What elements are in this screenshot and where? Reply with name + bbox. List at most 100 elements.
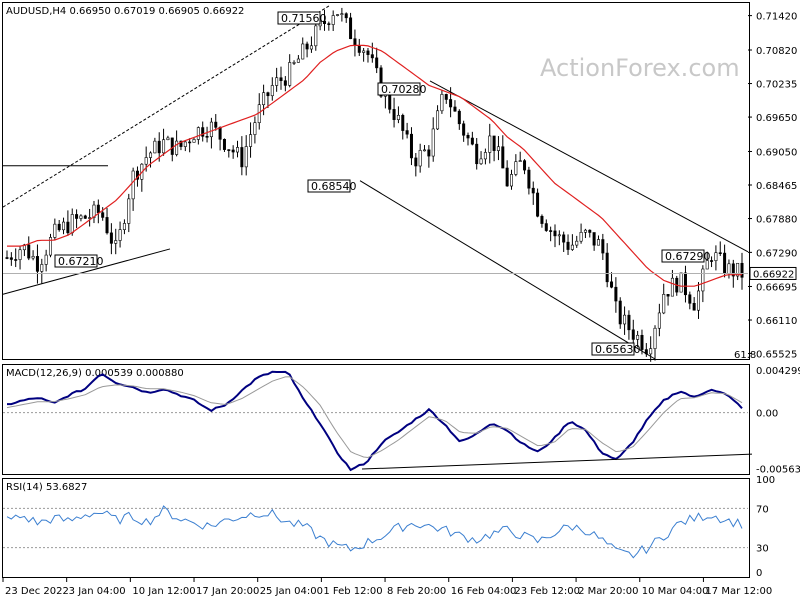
candle-body [583,229,587,233]
candle-body [283,80,287,86]
candle-body [48,237,52,256]
price-tick-label: 0.67880 [756,215,797,226]
candle-body [175,140,179,155]
candle-body [292,62,296,64]
price-tick-label: 0.65525 [756,350,797,361]
candle-body [275,77,279,86]
candle-body [723,252,727,274]
time-tick-label: 17 Jan 20:00 [196,586,259,597]
price-tick-label: 0.67290 [756,248,797,259]
level-labels: 0.71560 0.70280 0.68540 0.67210 0.67290 0.656… [54,11,711,356]
candle-body [610,281,614,288]
candle-body [640,334,644,350]
candle-body [314,25,318,47]
moving-average [7,44,742,287]
candle-body [166,137,170,141]
candle-body [101,212,105,218]
candle-body [218,127,222,140]
candle-body [592,232,596,246]
candle-body [262,92,266,106]
candle-body [114,240,118,244]
candle-body [344,13,348,19]
candle-body [266,92,270,97]
candle-body [683,272,687,296]
candle-body [588,229,592,233]
candle-body [96,204,100,213]
candle-body [631,329,635,340]
candle-body [288,62,292,86]
candle-body [570,244,574,250]
dashed-channel-line [2,4,331,208]
candle-body [688,294,692,304]
candle-body [392,109,396,120]
candle-body [714,252,718,261]
candle-body [470,137,474,145]
falling-channel-top [429,80,749,253]
price-axis: 0.71420 0.70820 0.70235 0.69650 0.69050 0.684… [3,12,797,361]
candle-body [157,140,161,154]
candle-body [118,229,122,241]
candle-body [636,334,640,340]
level-box [377,82,421,96]
macd-plot [3,370,753,472]
candle-body [353,38,357,47]
candle-body [462,123,466,136]
candle-body [131,170,135,200]
candle-body [240,147,244,168]
price-candles [5,7,744,362]
level-label: 0.70280 [381,83,427,96]
candle-body [523,160,527,171]
candle-body [296,58,300,63]
candle-body [370,54,374,59]
rsi-tick-label: 70 [756,504,769,515]
candle-body [105,217,109,234]
candle-body [396,115,400,120]
candle-body [70,214,74,234]
time-axis: 23 Dec 2022 3 Jan 04:00 10 Jan 12:00 17 Jan… [2,578,772,597]
candle-body [436,110,440,130]
candle-body [605,252,609,283]
candle-body [540,215,544,224]
candle-body [697,290,701,311]
candle-body [127,198,131,224]
time-tick-label: 10 Mar 04:00 [642,586,709,597]
time-tick-label: 23 Dec 2022 [5,586,69,597]
time-tick-label: 1 Feb 12:00 [323,586,382,597]
candle-body [601,239,605,254]
candle-body [627,314,631,331]
macd-tick-label: 0.004299 [756,366,800,377]
macd-tick-label: -0.005636 [756,464,800,475]
candle-body [270,85,274,97]
candle-body [349,17,353,40]
candle-body [662,294,666,314]
candle-body [305,43,309,50]
candle-body [44,254,48,265]
macd-axis: 0.004299 0.00 -0.005636 [756,366,800,475]
candle-body [479,158,483,165]
level-label: 0.65630 [595,343,641,356]
candle-body [88,217,92,219]
candle-body [579,232,583,242]
rsi-axis: 100 70 30 0 [756,475,775,579]
candle-body [418,150,422,167]
price-tick-label: 0.69050 [756,147,797,158]
candle-body [279,77,283,82]
candle-body [170,137,174,155]
candle-body [201,127,205,137]
candle-body [666,294,670,297]
candle-body [483,152,487,160]
time-tick-label: 17 Mar 12:00 [705,586,772,597]
candle-body [409,133,413,159]
candle-body [192,139,196,143]
falling-channel-bottom [359,180,656,360]
candle-body [527,169,531,189]
rsi-tick-label: 0 [756,568,762,579]
candle-body [301,43,305,60]
candle-body [205,136,209,138]
rsi-plot [3,505,748,559]
candle-body [440,94,444,112]
candle-body [27,244,31,259]
level-box [54,254,98,268]
current-price-box [749,266,797,280]
